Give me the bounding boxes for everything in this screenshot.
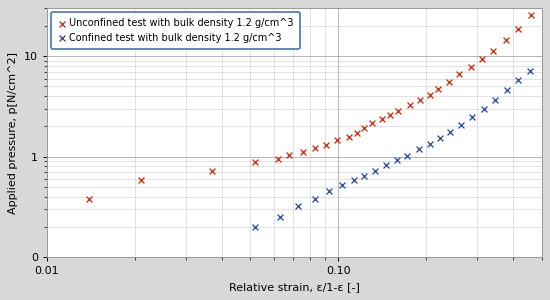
Confined test with bulk density 1.2 g/cm^3 (414, 147, 423, 152)
Unconfined test with bulk density 1.2 g/cm^3 (434, 86, 443, 91)
Unconfined test with bulk density 1.2 g/cm^3 (368, 121, 377, 126)
Unconfined test with bulk density 1.2 g/cm^3 (445, 79, 454, 84)
Confined test with bulk density 1.2 g/cm^3 (349, 178, 358, 183)
Confined test with bulk density 1.2 g/cm^3 (382, 163, 390, 168)
X-axis label: Relative strain, ε/1-ε [-]: Relative strain, ε/1-ε [-] (229, 282, 360, 292)
Confined test with bulk density 1.2 g/cm^3 (502, 88, 511, 93)
Confined test with bulk density 1.2 g/cm^3 (514, 78, 523, 82)
Unconfined test with bulk density 1.2 g/cm^3 (353, 130, 361, 135)
Confined test with bulk density 1.2 g/cm^3 (403, 153, 412, 158)
Unconfined test with bulk density 1.2 g/cm^3 (514, 27, 523, 32)
Confined test with bulk density 1.2 g/cm^3 (324, 188, 333, 193)
Unconfined test with bulk density 1.2 g/cm^3 (386, 112, 395, 117)
Unconfined test with bulk density 1.2 g/cm^3 (501, 38, 510, 42)
Confined test with bulk density 1.2 g/cm^3 (457, 122, 466, 127)
Unconfined test with bulk density 1.2 g/cm^3 (299, 149, 308, 154)
Confined test with bulk density 1.2 g/cm^3 (526, 68, 535, 73)
Unconfined test with bulk density 1.2 g/cm^3 (527, 13, 536, 18)
Unconfined test with bulk density 1.2 g/cm^3 (405, 103, 414, 108)
Unconfined test with bulk density 1.2 g/cm^3 (345, 134, 354, 139)
Unconfined test with bulk density 1.2 g/cm^3 (466, 64, 475, 69)
Confined test with bulk density 1.2 g/cm^3 (251, 224, 260, 229)
Confined test with bulk density 1.2 g/cm^3 (310, 196, 319, 201)
Confined test with bulk density 1.2 g/cm^3 (491, 98, 499, 102)
Unconfined test with bulk density 1.2 g/cm^3 (377, 117, 386, 122)
Legend: Unconfined test with bulk density 1.2 g/cm^3, Confined test with bulk density 1.: Unconfined test with bulk density 1.2 g/… (51, 12, 300, 49)
Unconfined test with bulk density 1.2 g/cm^3 (394, 109, 403, 113)
Unconfined test with bulk density 1.2 g/cm^3 (489, 49, 498, 54)
Unconfined test with bulk density 1.2 g/cm^3 (332, 137, 341, 142)
Unconfined test with bulk density 1.2 g/cm^3 (85, 196, 94, 201)
Unconfined test with bulk density 1.2 g/cm^3 (136, 178, 145, 183)
Unconfined test with bulk density 1.2 g/cm^3 (310, 146, 319, 150)
Confined test with bulk density 1.2 g/cm^3 (276, 215, 284, 220)
Unconfined test with bulk density 1.2 g/cm^3 (322, 142, 331, 147)
Confined test with bulk density 1.2 g/cm^3 (425, 141, 434, 146)
Confined test with bulk density 1.2 g/cm^3 (468, 115, 477, 119)
Confined test with bulk density 1.2 g/cm^3 (446, 129, 455, 134)
Confined test with bulk density 1.2 g/cm^3 (479, 106, 488, 111)
Confined test with bulk density 1.2 g/cm^3 (294, 204, 302, 209)
Confined test with bulk density 1.2 g/cm^3 (371, 169, 380, 173)
Unconfined test with bulk density 1.2 g/cm^3 (416, 98, 425, 103)
Unconfined test with bulk density 1.2 g/cm^3 (285, 152, 294, 157)
Unconfined test with bulk density 1.2 g/cm^3 (477, 57, 486, 62)
Confined test with bulk density 1.2 g/cm^3 (360, 174, 368, 178)
Confined test with bulk density 1.2 g/cm^3 (392, 158, 401, 163)
Unconfined test with bulk density 1.2 g/cm^3 (251, 160, 260, 165)
Unconfined test with bulk density 1.2 g/cm^3 (425, 92, 434, 97)
Unconfined test with bulk density 1.2 g/cm^3 (360, 126, 368, 130)
Confined test with bulk density 1.2 g/cm^3 (338, 183, 346, 188)
Unconfined test with bulk density 1.2 g/cm^3 (273, 157, 282, 161)
Y-axis label: Applied pressure, p[N/cm^2]: Applied pressure, p[N/cm^2] (8, 52, 18, 214)
Confined test with bulk density 1.2 g/cm^3 (435, 136, 444, 141)
Unconfined test with bulk density 1.2 g/cm^3 (208, 169, 217, 173)
Unconfined test with bulk density 1.2 g/cm^3 (455, 72, 464, 77)
